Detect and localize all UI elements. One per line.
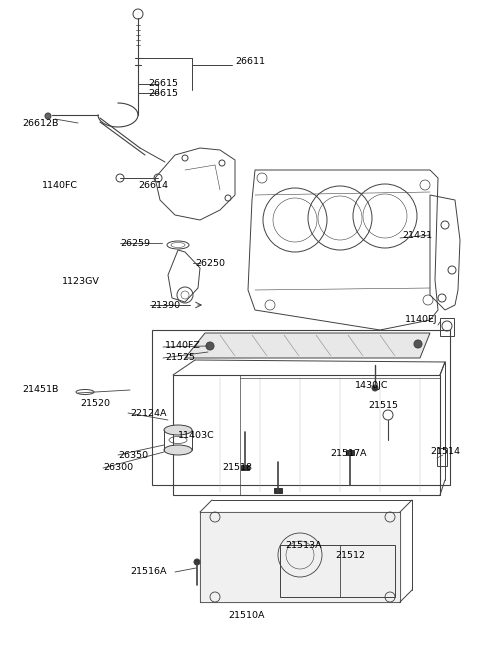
Text: 1140EJ: 1140EJ xyxy=(405,316,438,324)
Text: 26259: 26259 xyxy=(120,238,150,248)
Text: 26611: 26611 xyxy=(235,58,265,67)
Text: 21515: 21515 xyxy=(368,400,398,409)
Bar xyxy=(440,318,454,336)
Text: 21516A: 21516A xyxy=(130,567,167,576)
Text: 21431: 21431 xyxy=(402,231,432,240)
Text: 26300: 26300 xyxy=(103,464,133,472)
Text: 1123GV: 1123GV xyxy=(62,278,100,286)
Bar xyxy=(280,545,395,597)
Bar xyxy=(346,450,354,455)
Polygon shape xyxy=(185,333,430,358)
Text: 21513A: 21513A xyxy=(285,540,322,550)
Text: 21512: 21512 xyxy=(335,550,365,559)
Polygon shape xyxy=(201,513,399,601)
Circle shape xyxy=(194,559,200,565)
Ellipse shape xyxy=(164,425,192,435)
Bar xyxy=(173,375,440,495)
Bar xyxy=(152,330,450,485)
Circle shape xyxy=(206,342,214,350)
Bar xyxy=(241,465,249,470)
Text: 1140FZ: 1140FZ xyxy=(165,341,201,350)
Circle shape xyxy=(45,113,51,119)
Text: 1430JC: 1430JC xyxy=(355,381,388,390)
Text: 11403C: 11403C xyxy=(178,430,215,440)
Text: 21514: 21514 xyxy=(430,447,460,457)
Text: 1140FC: 1140FC xyxy=(42,181,78,189)
Text: 26250: 26250 xyxy=(195,259,225,267)
Bar xyxy=(200,512,400,602)
Text: 26615: 26615 xyxy=(148,79,178,88)
Text: 21390: 21390 xyxy=(150,301,180,310)
Text: 21518: 21518 xyxy=(222,464,252,472)
Text: 22124A: 22124A xyxy=(130,409,167,417)
Text: 26612B: 26612B xyxy=(22,119,59,128)
Text: 21510A: 21510A xyxy=(228,610,264,620)
Text: 21451B: 21451B xyxy=(22,386,59,394)
Text: 21520: 21520 xyxy=(80,398,110,407)
Bar xyxy=(437,448,447,466)
Text: 21525: 21525 xyxy=(165,354,195,362)
Circle shape xyxy=(372,385,378,391)
Text: 21517A: 21517A xyxy=(330,449,367,457)
Text: 26615: 26615 xyxy=(148,88,178,98)
Ellipse shape xyxy=(164,445,192,455)
Text: 26350: 26350 xyxy=(118,451,148,460)
Circle shape xyxy=(414,340,422,348)
Bar xyxy=(274,488,282,493)
Text: 26614: 26614 xyxy=(138,181,168,189)
